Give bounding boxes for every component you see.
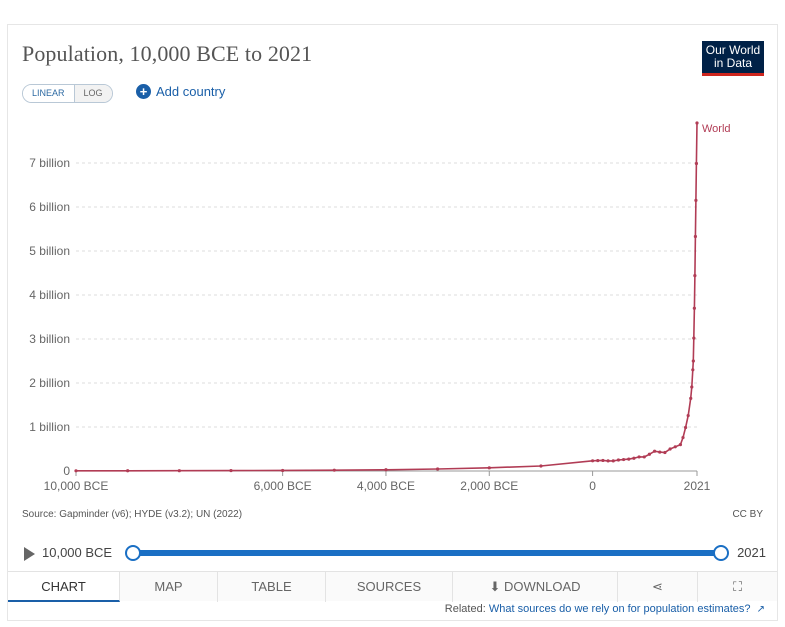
data-point xyxy=(627,457,631,461)
data-point xyxy=(281,468,285,473)
data-point xyxy=(691,359,695,363)
tab-sources[interactable]: SOURCES xyxy=(326,572,453,602)
data-point xyxy=(642,455,646,459)
x-tick-label: 6,000 BCE xyxy=(254,479,312,493)
x-tick-label: 0 xyxy=(589,479,596,493)
timeline-start-handle[interactable] xyxy=(125,545,141,561)
plus-circle-icon: + xyxy=(136,84,151,99)
timeline-start-label: 10,000 BCE xyxy=(42,545,113,560)
tab-chart[interactable]: CHART xyxy=(8,572,120,602)
tab-download[interactable]: ⬇ DOWNLOAD xyxy=(453,572,618,602)
data-point xyxy=(695,121,699,125)
series-label-world: World xyxy=(702,123,731,135)
data-point xyxy=(658,450,662,454)
data-point xyxy=(691,368,695,372)
share-button[interactable]: ⋖ xyxy=(618,572,698,602)
data-point xyxy=(692,336,696,340)
tab-table[interactable]: TABLE xyxy=(218,572,326,602)
tab-bar: CHART MAP TABLE SOURCES ⬇ DOWNLOAD ⋖ ⛶ xyxy=(8,571,777,602)
data-point xyxy=(694,161,699,166)
data-point xyxy=(601,458,605,463)
tab-download-label: DOWNLOAD xyxy=(503,579,581,594)
y-tick-label: 3 billion xyxy=(29,332,70,346)
timeline-end-label: 2021 xyxy=(737,545,766,560)
play-icon[interactable] xyxy=(24,547,35,561)
logo-line-1: Our World xyxy=(705,43,761,57)
data-point xyxy=(681,435,685,440)
related-note: Related: What sources do we rely on for … xyxy=(445,603,765,615)
y-tick-label: 5 billion xyxy=(29,244,70,258)
related-prefix: Related: xyxy=(444,603,486,615)
logo-line-2: in Data xyxy=(713,56,753,70)
scale-toggle: LINEAR LOG xyxy=(22,84,113,103)
data-point xyxy=(126,469,130,473)
data-point xyxy=(616,458,621,462)
data-point xyxy=(673,445,677,449)
data-point xyxy=(487,466,491,470)
x-tick-label: 2,000 BCE xyxy=(460,479,518,493)
data-point xyxy=(693,234,697,239)
data-point xyxy=(637,455,641,459)
series-line-world xyxy=(76,122,698,472)
fullscreen-icon: ⛶ xyxy=(732,579,743,594)
data-point xyxy=(229,468,233,473)
linear-scale-button[interactable]: LINEAR xyxy=(23,85,75,102)
x-tick-label: 4,000 BCE xyxy=(357,479,415,493)
data-point xyxy=(177,469,181,473)
data-point xyxy=(436,467,440,471)
add-country-button[interactable]: + Add country xyxy=(136,84,225,99)
timeline: 10,000 BCE 2021 xyxy=(22,542,766,564)
data-point xyxy=(663,450,667,455)
data-point xyxy=(332,468,336,472)
data-point xyxy=(689,396,693,400)
y-tick-label: 7 billion xyxy=(29,156,70,170)
external-link-icon: ↗ xyxy=(756,604,765,615)
data-point xyxy=(690,385,694,389)
share-icon: ⋖ xyxy=(652,579,663,594)
y-tick-label: 4 billion xyxy=(29,288,70,302)
data-point xyxy=(678,443,683,447)
x-tick-label: 2021 xyxy=(684,479,711,493)
add-country-label: Add country xyxy=(156,84,226,99)
log-scale-button[interactable]: LOG xyxy=(74,85,112,102)
data-point xyxy=(596,458,600,463)
data-point xyxy=(539,464,543,468)
download-icon: ⬇ xyxy=(489,579,501,594)
data-point xyxy=(683,425,688,430)
source-note: Source: Gapminder (v6); HYDE (v3.2); UN … xyxy=(22,509,243,520)
data-point xyxy=(686,413,690,418)
tab-map[interactable]: MAP xyxy=(120,572,218,602)
data-point xyxy=(647,452,652,456)
y-tick-label: 6 billion xyxy=(29,200,70,214)
data-point xyxy=(611,459,615,463)
x-tick-label: 10,000 BCE xyxy=(44,479,109,493)
y-tick-label: 1 billion xyxy=(29,420,70,434)
license-label[interactable]: CC BY xyxy=(732,509,763,520)
data-point xyxy=(384,468,388,472)
data-point xyxy=(694,198,698,202)
related-link[interactable]: What sources do we rely on for populatio… xyxy=(488,603,751,615)
chart-card: Population, 10,000 BCE to 2021 Our World… xyxy=(7,24,778,621)
data-point xyxy=(668,447,672,451)
data-point xyxy=(606,459,610,463)
fullscreen-button[interactable]: ⛶ xyxy=(698,572,777,602)
timeline-end-handle[interactable] xyxy=(713,545,729,561)
data-point xyxy=(632,456,636,460)
data-point xyxy=(590,459,595,463)
chart-title: Population, 10,000 BCE to 2021 xyxy=(22,41,313,66)
data-point xyxy=(693,274,697,278)
data-point xyxy=(692,306,696,310)
data-point xyxy=(652,449,657,453)
y-tick-label: 2 billion xyxy=(29,376,70,390)
owid-logo[interactable]: Our World in Data xyxy=(702,41,764,76)
timeline-track[interactable] xyxy=(132,550,720,556)
y-tick-label: 0 xyxy=(63,464,70,478)
data-point xyxy=(74,469,78,473)
population-line-chart: 0 1 billion 2 billion 3 billion 4 billion 5 b… xyxy=(29,121,731,493)
data-point xyxy=(621,457,626,462)
